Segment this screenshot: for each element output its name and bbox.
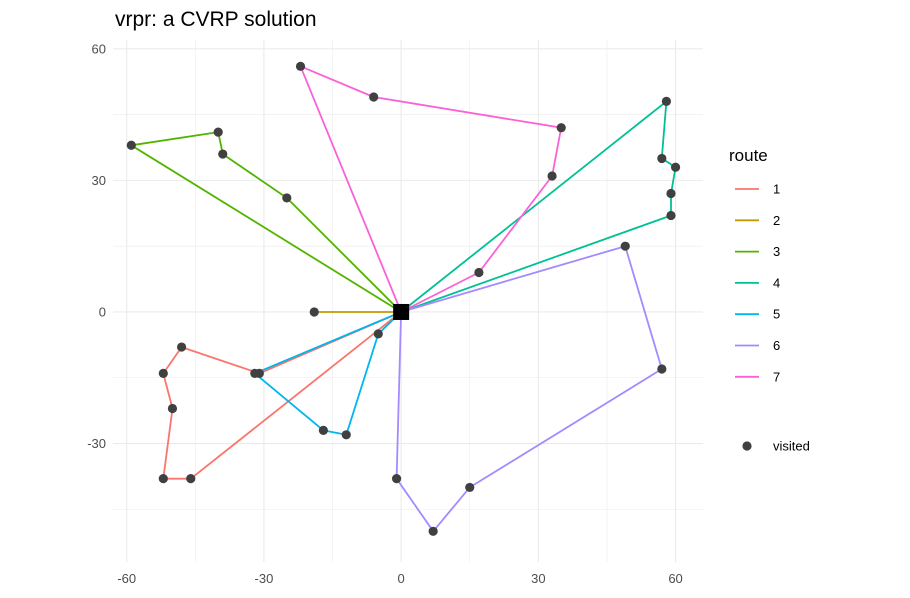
y-tick-label: 30 (92, 173, 106, 188)
visited-point (666, 188, 676, 199)
x-tick-label: -60 (117, 571, 136, 586)
visited-point (666, 210, 676, 221)
legend-label-route-3: 3 (773, 244, 780, 259)
visited-point (373, 329, 383, 339)
visited-point (158, 474, 168, 484)
visited-point (341, 430, 351, 440)
legend-label-visited: visited (773, 439, 810, 454)
visited-point (474, 267, 484, 278)
depot (393, 303, 410, 320)
legend-key-visited (742, 441, 752, 451)
legend-label-route-7: 7 (773, 369, 780, 384)
visited-point (369, 92, 379, 102)
chart-title: vrpr: a CVRP solution (115, 8, 317, 31)
x-tick-label: 30 (531, 571, 545, 586)
legend-label-route-6: 6 (773, 338, 780, 353)
visited-point (670, 162, 681, 172)
visited-point (158, 368, 168, 378)
visited-point (318, 425, 328, 436)
legend-label-route-4: 4 (773, 275, 780, 290)
route-line-3 (130, 131, 403, 313)
visited-point (391, 474, 402, 484)
visited-point (213, 127, 223, 137)
visited-point (295, 61, 306, 71)
x-tick-label: 60 (668, 571, 682, 586)
visited-point (657, 153, 667, 164)
visited-point (657, 364, 667, 374)
visited-point (547, 171, 557, 181)
visited-points (126, 61, 681, 536)
visited-point (218, 149, 228, 159)
legend-label-route-5: 5 (773, 307, 780, 322)
visited-point (126, 140, 136, 150)
visited-point (177, 342, 187, 352)
visited-point (186, 474, 196, 484)
visited-point (428, 526, 438, 536)
visited-point (661, 96, 672, 107)
visited-point (309, 307, 319, 317)
visited-point (556, 123, 566, 133)
visited-point (620, 241, 630, 251)
visited-point (282, 193, 292, 203)
y-tick-label: 0 (99, 304, 106, 319)
legend-title: route (729, 146, 768, 165)
x-tick-label: -30 (255, 571, 274, 586)
visited-point (465, 482, 475, 493)
axis-ticks: -60 -30 0 30 60 -30 0 30 60 (87, 41, 683, 586)
depot-marker (393, 303, 410, 320)
legend-label-route-1: 1 (773, 182, 780, 197)
route-line-5 (253, 311, 403, 436)
visited-point (167, 403, 178, 414)
legend: route 1 2 3 4 5 6 7 visited (729, 146, 810, 454)
legend-label-route-2: 2 (773, 213, 780, 228)
visited-point (250, 368, 260, 378)
x-tick-label: 0 (398, 571, 405, 586)
y-tick-label: -30 (87, 436, 106, 451)
y-tick-label: 60 (92, 41, 106, 56)
